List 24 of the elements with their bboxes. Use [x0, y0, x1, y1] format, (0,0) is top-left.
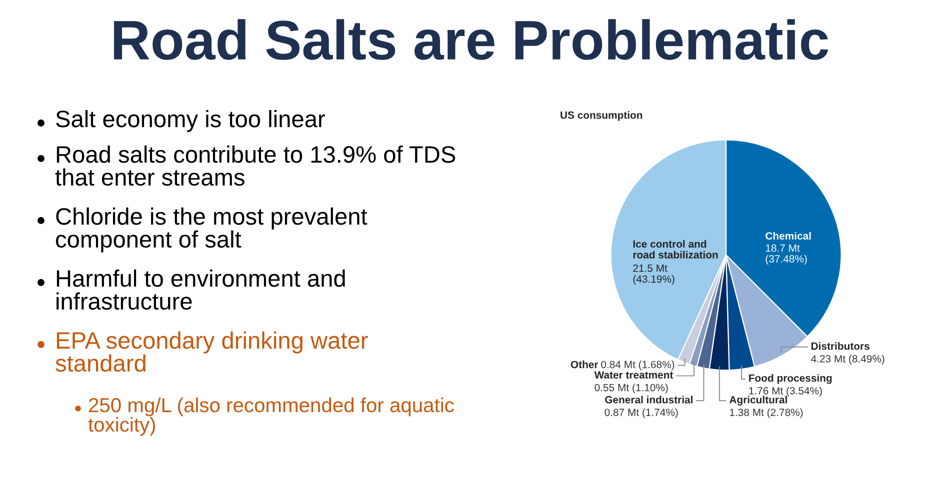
data-label: 0.84 Mt (1.68%)	[601, 360, 674, 370]
data-label: 21.5 Mt (43.19%)	[633, 264, 674, 285]
data-label: 1.38 Mt (2.78%)	[730, 408, 803, 418]
data-label: 0.55 Mt (1.10%)	[594, 384, 668, 394]
text: EPA secondary drinking water standard	[56, 332, 368, 372]
chart-subtitle: US consumption	[560, 111, 642, 121]
slice-label: General industrial	[605, 396, 692, 404]
text: Road salts contribute to 13.9% of TDS that enter streams	[55, 146, 456, 186]
slice-label: Distributors	[811, 342, 870, 350]
slice-label: Ice control and road stabilization	[633, 240, 718, 259]
chart-title: Road Salts are Problematic	[114, 19, 828, 60]
slice-label: Water treatment	[594, 371, 674, 379]
data-label: 18.7 Mt (37.48%)	[766, 244, 807, 265]
slice-label: Other	[570, 360, 598, 368]
slice-label: Food processing	[749, 374, 832, 384]
data-label: 4.23 Mt (8.49%)	[811, 354, 884, 365]
text: 250 mg/L (also recommended for aquatic toxicity)	[88, 398, 454, 436]
slice-label: Agricultural	[729, 396, 787, 406]
text: Salt economy is too linear	[56, 110, 325, 132]
text: Harmful to environment and infrastructure	[56, 270, 345, 310]
data-label: 1.76 Mt (3.54%)	[749, 386, 822, 397]
text: Chloride is the most prevalent component of salt	[56, 208, 368, 252]
data-label: 0.87 Mt (1.74%)	[604, 408, 678, 418]
slice-label: Chemical	[766, 232, 811, 240]
